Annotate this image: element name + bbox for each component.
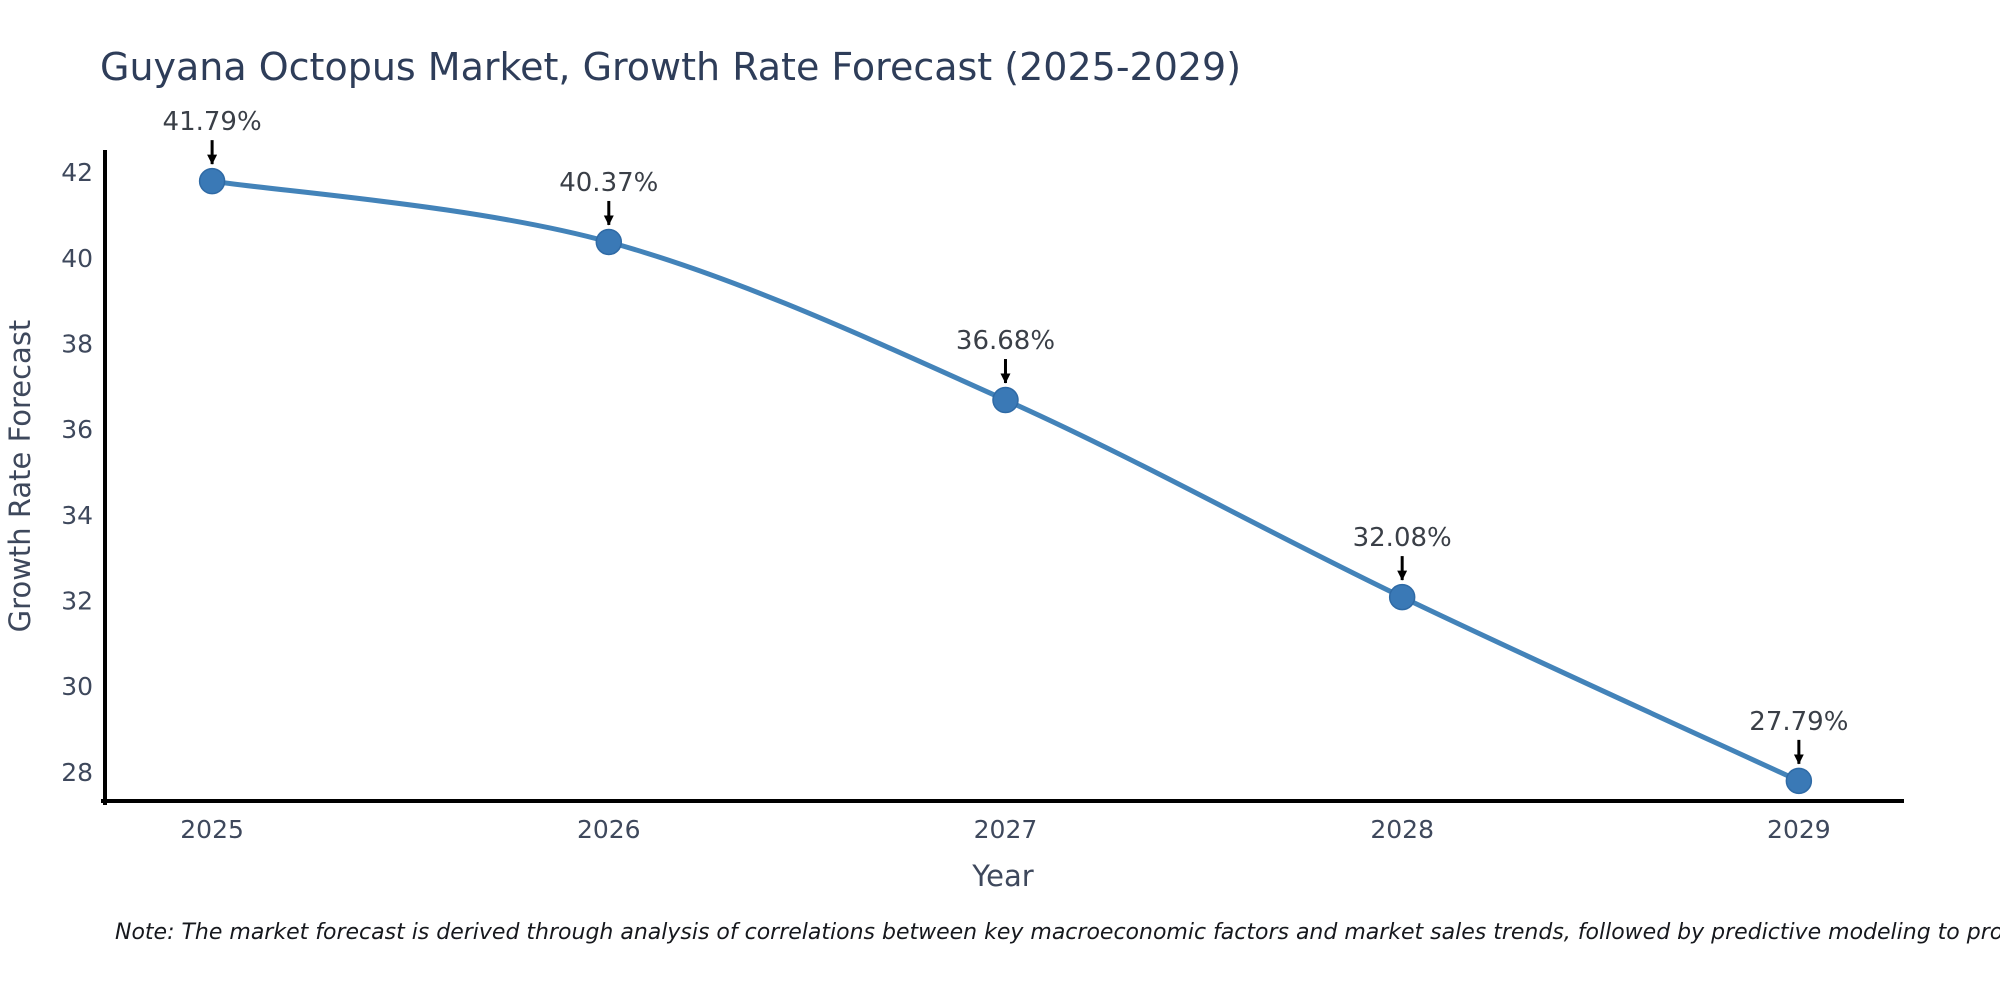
y-axis-tick-labels: 28 30 32 34 36 38 40 42 [61, 158, 93, 787]
y-tick-label: 28 [61, 758, 93, 787]
data-point-marker [595, 228, 623, 256]
x-tick-label: 2025 [180, 815, 244, 844]
point-value-label: 40.37% [559, 168, 658, 198]
x-tick-label: 2029 [1767, 815, 1831, 844]
point-value-label: 36.68% [956, 326, 1055, 356]
data-point-marker [198, 167, 226, 195]
data-point-marker [992, 386, 1019, 414]
y-tick-label: 32 [61, 587, 93, 616]
point-value-label: 27.79% [1749, 707, 1848, 737]
y-tick-label: 36 [61, 415, 93, 444]
y-tick-label: 40 [61, 244, 93, 273]
data-point-markers [198, 167, 1813, 795]
y-tick-label: 30 [61, 672, 93, 701]
point-value-annotations: 41.79% 40.37% 36.68% 32.08% 27.79% [163, 107, 1848, 765]
y-tick-label: 38 [61, 329, 93, 358]
footnote: Note: The market forecast is derived thr… [115, 920, 2000, 945]
point-value-label: 32.08% [1353, 523, 1452, 553]
chart-title: Guyana Octopus Market, Growth Rate Forec… [100, 45, 1241, 89]
data-point-marker [1785, 767, 1813, 795]
x-tick-label: 2026 [577, 815, 641, 844]
x-tick-label: 2028 [1370, 815, 1434, 844]
point-value-label: 41.79% [163, 107, 262, 137]
x-tick-label: 2027 [974, 815, 1038, 844]
x-axis-tick-labels: 2025 2026 2027 2028 2029 [180, 815, 1830, 844]
y-axis-title: Growth Rate Forecast [3, 320, 37, 633]
x-axis-title: Year [971, 859, 1033, 893]
data-point-marker [1388, 583, 1416, 611]
series-line [209, 178, 1802, 784]
y-tick-label: 42 [61, 158, 93, 187]
y-tick-label: 34 [61, 501, 93, 530]
